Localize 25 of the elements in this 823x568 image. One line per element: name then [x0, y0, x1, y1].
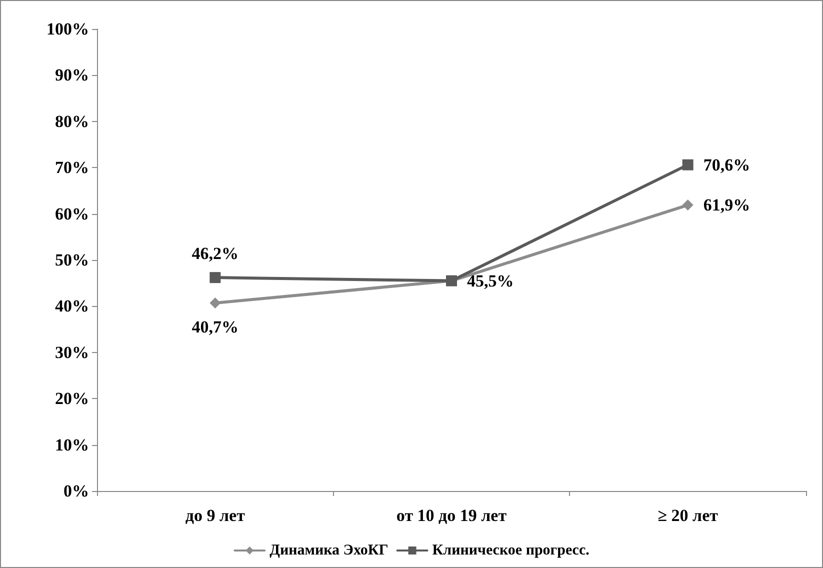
y-tick-label: 50% — [55, 250, 89, 270]
data-label: 46,2% — [192, 244, 239, 264]
y-tick-label: 0% — [64, 482, 89, 500]
y-tick-label: 60% — [55, 204, 89, 224]
x-tick-label: ≥ 20 лет — [658, 506, 719, 525]
data-label: 45,5% — [467, 271, 514, 290]
point — [210, 297, 221, 308]
y-tick-label: 10% — [55, 435, 89, 454]
y-tick-label: 40% — [55, 296, 89, 316]
data-label: 61,9% — [703, 196, 750, 215]
y-tick-label: 90% — [55, 66, 89, 85]
point — [682, 159, 694, 170]
data-label: 40,7% — [192, 317, 239, 336]
legend-label: Динамика ЭхоКГ — [270, 542, 388, 558]
y-tick-label: 80% — [55, 112, 89, 131]
y-tick-label: 70% — [55, 158, 89, 178]
point — [682, 200, 694, 211]
y-tick-label: 30% — [55, 342, 89, 362]
point — [210, 272, 221, 284]
y-tick-label: 100% — [46, 20, 89, 38]
x-tick-label: до 9 лет — [185, 506, 246, 525]
x-tick-label: от 10 до 19 лет — [396, 506, 508, 525]
data-label: 70,6% — [703, 155, 750, 174]
y-tick-label: 20% — [55, 389, 89, 408]
legend-label: Клиническое прогресс. — [432, 542, 590, 558]
